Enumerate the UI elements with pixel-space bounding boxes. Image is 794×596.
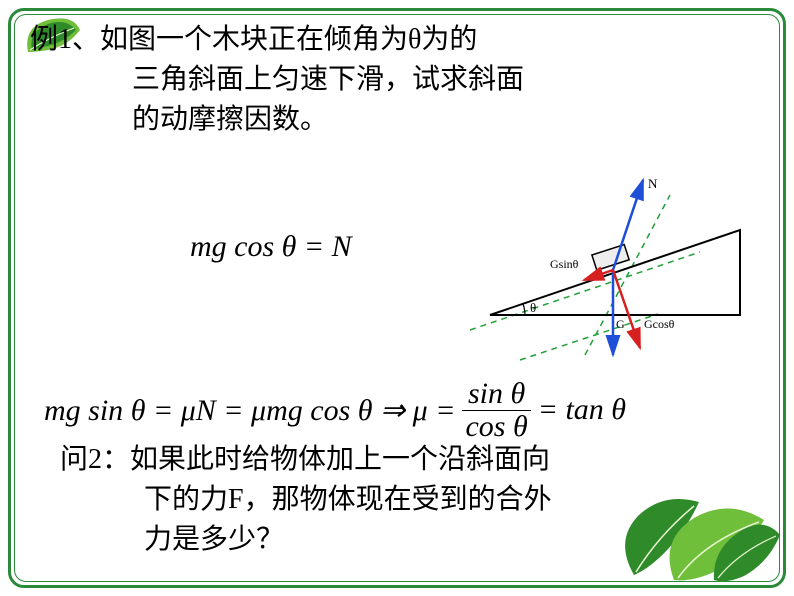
question-2: 问2：如果此时给物体加上一个沿斜面向 下的力F，那物体现在受到的合外 力是多少？	[60, 440, 552, 560]
title-line1: 如图一个木块正在倾角为θ为的	[100, 24, 477, 55]
title-line2: 三角斜面上匀速下滑，试求斜面	[30, 60, 764, 100]
fraction: sin θ cos θ	[459, 378, 533, 442]
label-N: N	[648, 176, 658, 191]
title-line3: 的动摩擦因数。	[30, 100, 764, 140]
equation-1: mg cos θ = N	[190, 230, 352, 264]
label-Gsin: Gsinθ	[550, 257, 579, 271]
label-theta: θ	[530, 300, 536, 315]
question2-line1: 如果此时给物体加上一个沿斜面向	[130, 444, 550, 475]
label-G: G	[616, 317, 625, 331]
equation-2: mg sin θ = μN = μmg cos θ ⇒ μ = sin θ co…	[44, 378, 626, 442]
leaf-decoration-bottom-right	[604, 480, 784, 590]
example-prefix: 例1、	[30, 24, 100, 55]
physics-diagram: N G Gsinθ Gcosθ θ	[430, 160, 770, 360]
question2-line2: 下的力F，那物体现在受到的合外	[60, 480, 552, 520]
question2-prefix: 问2：	[60, 444, 130, 475]
example-title: 例1、如图一个木块正在倾角为θ为的	[30, 20, 764, 60]
question2-line3: 力是多少？	[60, 520, 552, 560]
fraction-numerator: sin θ	[462, 378, 531, 411]
label-Gcos: Gcosθ	[644, 317, 675, 331]
fraction-denominator: cos θ	[459, 411, 533, 443]
